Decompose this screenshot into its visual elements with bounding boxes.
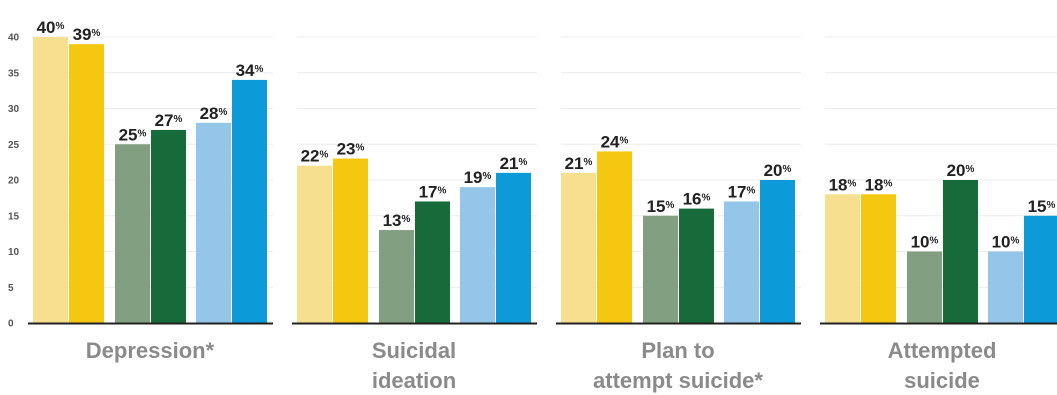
y-tick-label: 0 <box>8 319 14 330</box>
data-label: 25% <box>119 125 147 144</box>
y-tick-label: 20 <box>8 176 20 187</box>
data-label: 23% <box>337 140 365 159</box>
data-label: 28% <box>200 104 228 123</box>
category-label: Plan to attempt suicide* <box>593 338 763 393</box>
data-label: 20% <box>947 161 975 180</box>
bars <box>33 37 1057 324</box>
data-label: 15% <box>647 197 675 216</box>
data-label: 17% <box>728 182 756 201</box>
bar <box>561 172 596 323</box>
data-label: 21% <box>500 154 528 173</box>
category-label: Depression* <box>86 338 215 363</box>
data-label: 40% <box>37 18 65 37</box>
bar <box>861 194 896 323</box>
bar <box>232 79 267 324</box>
y-tick-label: 30 <box>8 104 20 115</box>
category-labels: Depression* Suicidal ideation Plan to attemp… <box>86 338 997 393</box>
data-label: 22% <box>301 147 329 166</box>
data-label: 24% <box>601 132 629 151</box>
y-tick-label: 25 <box>8 140 20 151</box>
y-tick-label: 35 <box>8 68 20 79</box>
data-label: 21% <box>565 154 593 173</box>
y-axis: 0 5 10 15 20 25 30 35 40 <box>8 33 20 330</box>
data-label: 13% <box>383 211 411 230</box>
data-label: 18% <box>829 175 857 194</box>
data-label: 16% <box>683 190 711 209</box>
bar <box>825 194 860 323</box>
bar <box>907 251 942 323</box>
y-tick-label: 5 <box>8 283 14 294</box>
y-tick-label: 15 <box>8 211 20 222</box>
data-label: 10% <box>992 233 1020 252</box>
bar <box>297 165 332 323</box>
data-label: 20% <box>764 161 792 180</box>
bar <box>333 158 368 323</box>
data-label: 10% <box>911 233 939 252</box>
data-label: 27% <box>155 111 183 130</box>
bar <box>1024 215 1057 323</box>
data-label: 19% <box>464 168 492 187</box>
bar <box>151 129 186 323</box>
bar <box>643 215 678 323</box>
bar <box>988 251 1023 323</box>
y-tick-label: 10 <box>8 247 20 258</box>
bar <box>69 44 104 324</box>
y-tick-label: 40 <box>8 33 20 44</box>
data-label: 18% <box>865 175 893 194</box>
bar <box>760 180 795 323</box>
bar <box>597 151 632 323</box>
bar <box>460 187 495 323</box>
bar <box>943 180 978 323</box>
data-label: 34% <box>236 61 264 80</box>
data-label: 15% <box>1028 197 1056 216</box>
category-label: Suicidal ideation <box>372 338 456 393</box>
bar <box>196 122 231 323</box>
bar <box>679 208 714 323</box>
bar <box>33 37 68 323</box>
bar <box>724 201 759 323</box>
bar <box>379 230 414 323</box>
data-label: 39% <box>73 25 101 44</box>
bar <box>415 201 450 323</box>
data-labels: 40% 39% 25% 27% 28% 34% 22% 23% 13% 17% 19% 21% 21% 2… <box>37 18 1056 252</box>
category-label: Attempted suicide <box>888 338 997 393</box>
bar <box>496 172 531 323</box>
bar <box>115 144 150 323</box>
grid-lines <box>33 36 1057 288</box>
data-label: 17% <box>419 182 447 201</box>
